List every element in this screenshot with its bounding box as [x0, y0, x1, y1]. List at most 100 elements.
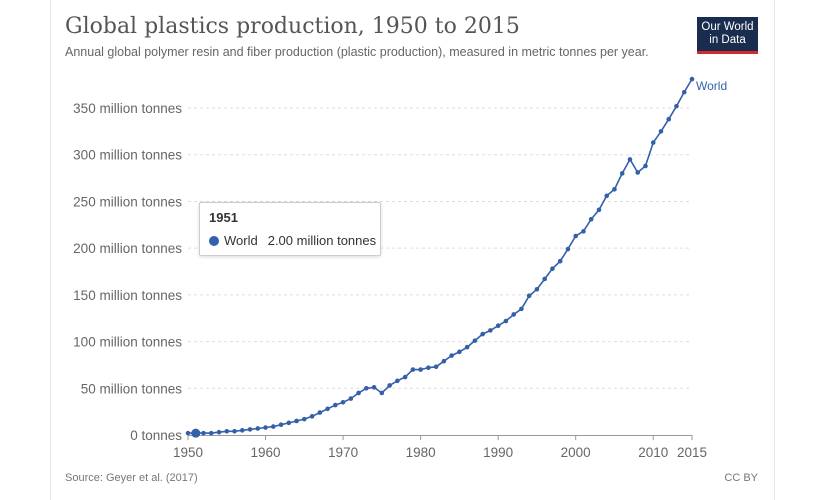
- x-tick-label: 1960: [251, 445, 281, 460]
- data-point[interactable]: [557, 258, 563, 264]
- tooltip-series-name: World: [224, 233, 258, 248]
- data-point[interactable]: [503, 318, 509, 324]
- license-label[interactable]: CC BY: [724, 472, 758, 484]
- data-point[interactable]: [356, 390, 361, 396]
- data-point[interactable]: [433, 364, 439, 370]
- data-point[interactable]: [643, 163, 648, 169]
- data-point[interactable]: [224, 428, 230, 434]
- data-point[interactable]: [519, 306, 524, 312]
- x-axis-ticks: 1950 1960 1970 1980 1990 2000 2010 2015: [173, 435, 707, 460]
- data-point[interactable]: [612, 187, 617, 192]
- y-axis-ticks: 0 tonnes 50 million tonnes 100 million ton…: [73, 101, 182, 443]
- data-point[interactable]: [286, 420, 292, 426]
- data-point[interactable]: [542, 276, 547, 282]
- data-point[interactable]: [464, 344, 470, 350]
- data-point[interactable]: [247, 427, 253, 432]
- data-point[interactable]: [588, 216, 594, 222]
- x-tick-label: 2000: [561, 445, 591, 460]
- data-point[interactable]: [340, 400, 346, 405]
- tooltip-row: World 2.00 million tonnes: [209, 233, 376, 248]
- data-point[interactable]: [650, 140, 656, 145]
- data-point[interactable]: [348, 396, 354, 401]
- data-point[interactable]: [681, 89, 687, 95]
- data-point[interactable]: [302, 416, 307, 422]
- data-point[interactable]: [325, 406, 330, 412]
- chart-frame: [50, 0, 775, 500]
- data-point[interactable]: [270, 424, 276, 429]
- data-point[interactable]: [495, 323, 501, 328]
- data-point[interactable]: [666, 116, 672, 122]
- data-point[interactable]: [426, 365, 431, 371]
- data-point[interactable]: [480, 331, 485, 337]
- data-point[interactable]: [689, 76, 695, 82]
- data-point[interactable]: [550, 266, 555, 272]
- series-line-world: [188, 78, 693, 434]
- data-point[interactable]: [418, 367, 423, 372]
- data-point[interactable]: [635, 170, 641, 175]
- data-point[interactable]: [185, 430, 191, 436]
- tooltip: 1951 World 2.00 million tonnes: [199, 202, 381, 256]
- data-point[interactable]: [526, 293, 532, 299]
- data-point[interactable]: [263, 425, 268, 430]
- data-point[interactable]: [317, 410, 323, 415]
- data-point[interactable]: [379, 390, 385, 396]
- data-point[interactable]: [619, 171, 625, 176]
- logo-line-1: Our World: [701, 21, 754, 33]
- data-point[interactable]: [232, 428, 237, 434]
- chart-subtitle: Annual global polymer resin and fiber pr…: [65, 45, 649, 59]
- x-tick-label: 1970: [328, 445, 358, 460]
- data-point[interactable]: [410, 367, 416, 372]
- data-point[interactable]: [278, 422, 284, 428]
- data-point[interactable]: [387, 383, 392, 388]
- data-point[interactable]: [596, 207, 602, 213]
- x-tick-label: 2015: [677, 445, 707, 460]
- data-point[interactable]: [239, 428, 245, 433]
- data-point[interactable]: [457, 349, 462, 355]
- y-tick-label: 0 tonnes: [130, 428, 182, 443]
- series-label-world[interactable]: World: [696, 79, 727, 93]
- data-point[interactable]: [294, 418, 299, 424]
- data-point[interactable]: [333, 402, 338, 408]
- x-tick-label: 1980: [406, 445, 436, 460]
- data-point[interactable]: [364, 385, 369, 391]
- data-point[interactable]: [255, 426, 261, 431]
- y-tick-label: 350 million tonnes: [73, 101, 182, 116]
- x-tick-label: 1950: [173, 445, 203, 460]
- x-tick-label: 1990: [483, 445, 513, 460]
- x-tick-label: 2010: [638, 445, 668, 460]
- source-note[interactable]: Source: Geyer et al. (2017): [65, 472, 198, 484]
- data-point[interactable]: [208, 430, 214, 436]
- data-point[interactable]: [565, 246, 571, 252]
- data-point[interactable]: [201, 430, 206, 436]
- data-point[interactable]: [674, 103, 679, 109]
- data-point[interactable]: [511, 312, 516, 317]
- data-point[interactable]: [216, 429, 222, 435]
- data-point[interactable]: [488, 328, 493, 333]
- y-tick-label: 200 million tonnes: [73, 241, 182, 256]
- logo-line-2: in Data: [709, 34, 746, 46]
- data-point[interactable]: [191, 428, 201, 438]
- data-point[interactable]: [604, 193, 610, 199]
- y-tick-label: 50 million tonnes: [81, 381, 183, 396]
- data-point[interactable]: [402, 374, 408, 380]
- data-point[interactable]: [371, 385, 377, 390]
- data-point[interactable]: [581, 229, 586, 234]
- y-tick-label: 150 million tonnes: [73, 288, 182, 303]
- data-point[interactable]: [573, 233, 578, 239]
- data-point[interactable]: [395, 378, 400, 384]
- data-point[interactable]: [441, 358, 447, 364]
- y-tick-label: 300 million tonnes: [73, 148, 182, 163]
- data-point[interactable]: [627, 157, 633, 162]
- y-tick-label: 100 million tonnes: [73, 335, 182, 350]
- tooltip-year: 1951: [209, 210, 238, 225]
- series-world: World: [185, 76, 727, 438]
- data-point[interactable]: [449, 353, 454, 358]
- data-point[interactable]: [534, 286, 540, 292]
- tooltip-value: 2.00 million tonnes: [267, 233, 377, 248]
- tooltip-series-dot: [209, 236, 219, 246]
- owid-logo[interactable]: Our World in Data: [697, 17, 758, 54]
- data-point[interactable]: [309, 414, 315, 419]
- data-point[interactable]: [472, 338, 478, 343]
- data-point[interactable]: [658, 129, 664, 134]
